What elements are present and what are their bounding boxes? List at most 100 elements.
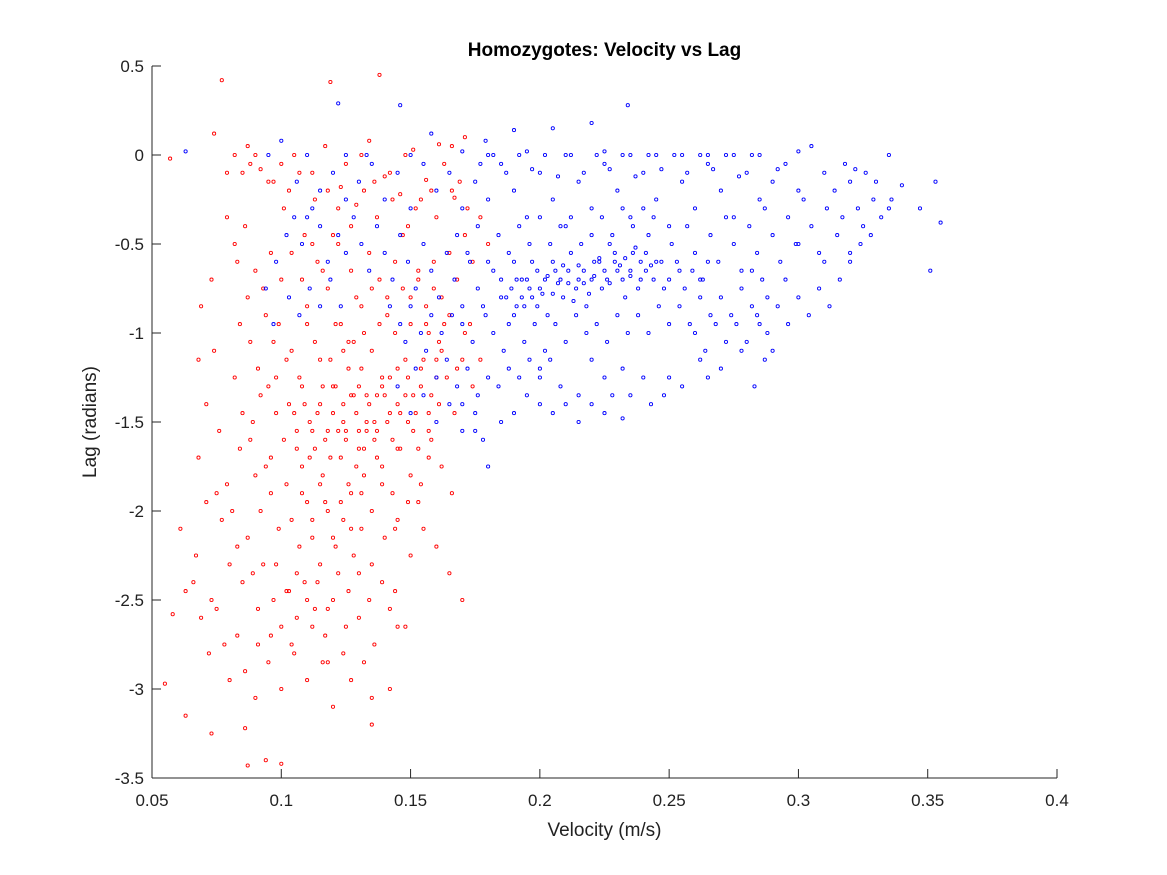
data-point [460, 402, 465, 407]
data-point [444, 357, 449, 362]
data-point [460, 304, 465, 309]
data-point [786, 322, 791, 327]
data-point [661, 286, 667, 291]
data-point [310, 206, 315, 211]
data-point [506, 366, 511, 371]
data-point [217, 428, 222, 433]
data-point [424, 304, 429, 309]
data-point [390, 491, 395, 496]
data-point [480, 304, 486, 309]
data-point [364, 419, 369, 425]
data-point [491, 152, 496, 158]
data-point [318, 562, 323, 567]
data-point [343, 624, 348, 629]
data-point [680, 179, 685, 184]
data-point [349, 224, 354, 229]
data-point [517, 375, 522, 380]
data-point [581, 281, 586, 286]
data-point [623, 256, 628, 261]
data-point [330, 704, 336, 709]
data-point [343, 197, 348, 202]
data-point [204, 500, 209, 505]
data-point [364, 393, 369, 398]
series-0 [162, 72, 491, 768]
y-tick-label: -0.5 [115, 235, 144, 254]
data-point [480, 437, 486, 442]
data-point [372, 179, 377, 184]
data-point [491, 268, 496, 273]
data-point [499, 277, 504, 282]
data-point [705, 152, 710, 158]
data-point [517, 152, 522, 158]
data-point [333, 544, 338, 549]
data-point [749, 304, 754, 309]
data-point [517, 224, 522, 229]
data-point [522, 304, 527, 309]
data-point [757, 197, 762, 202]
data-point [284, 482, 289, 487]
data-point [243, 726, 248, 731]
data-point [778, 259, 783, 264]
data-point [796, 295, 801, 300]
data-point [736, 174, 742, 179]
data-point [434, 544, 439, 549]
data-point [473, 428, 478, 433]
data-point [310, 535, 315, 540]
data-point [457, 179, 462, 184]
data-point [387, 304, 392, 309]
data-point [393, 259, 398, 264]
data-point [380, 384, 385, 389]
data-point [232, 152, 237, 158]
data-point [886, 152, 891, 158]
data-point [835, 233, 840, 238]
data-point [429, 437, 434, 442]
data-point [449, 491, 454, 496]
data-point [610, 393, 615, 398]
data-point [522, 339, 527, 344]
y-tick-label: -2.5 [115, 591, 144, 610]
data-point [654, 197, 659, 202]
data-point [589, 233, 594, 238]
data-point [576, 419, 581, 425]
data-point [204, 402, 209, 407]
data-point [873, 179, 879, 184]
data-point [302, 580, 307, 585]
data-point [434, 188, 439, 193]
data-point [411, 393, 416, 398]
data-point [374, 215, 380, 220]
data-point [501, 348, 506, 353]
data-point [387, 686, 392, 692]
data-point [398, 322, 403, 327]
data-point [597, 256, 602, 261]
data-point [183, 713, 188, 718]
data-point [307, 286, 312, 291]
data-point [367, 268, 372, 273]
data-point [628, 215, 633, 220]
data-point [408, 152, 413, 158]
data-point [858, 241, 863, 247]
data-point [592, 273, 597, 279]
data-point [594, 152, 599, 158]
plot-background [152, 66, 1057, 778]
data-point [690, 268, 695, 273]
data-point [292, 411, 297, 416]
data-point [698, 277, 703, 282]
data-point [607, 167, 612, 172]
data-point [318, 224, 323, 229]
data-point [328, 455, 333, 460]
data-point [584, 330, 589, 336]
data-point [783, 161, 788, 166]
data-point [783, 277, 788, 282]
data-point [325, 188, 330, 193]
data-point [307, 419, 312, 425]
data-point [351, 393, 356, 398]
data-point [511, 128, 517, 133]
data-point [842, 161, 848, 166]
data-point [286, 295, 292, 300]
data-point [405, 375, 411, 380]
data-point [899, 183, 904, 188]
data-point [615, 268, 620, 273]
data-point [822, 170, 827, 175]
data-point [330, 411, 336, 416]
data-point [545, 313, 550, 318]
